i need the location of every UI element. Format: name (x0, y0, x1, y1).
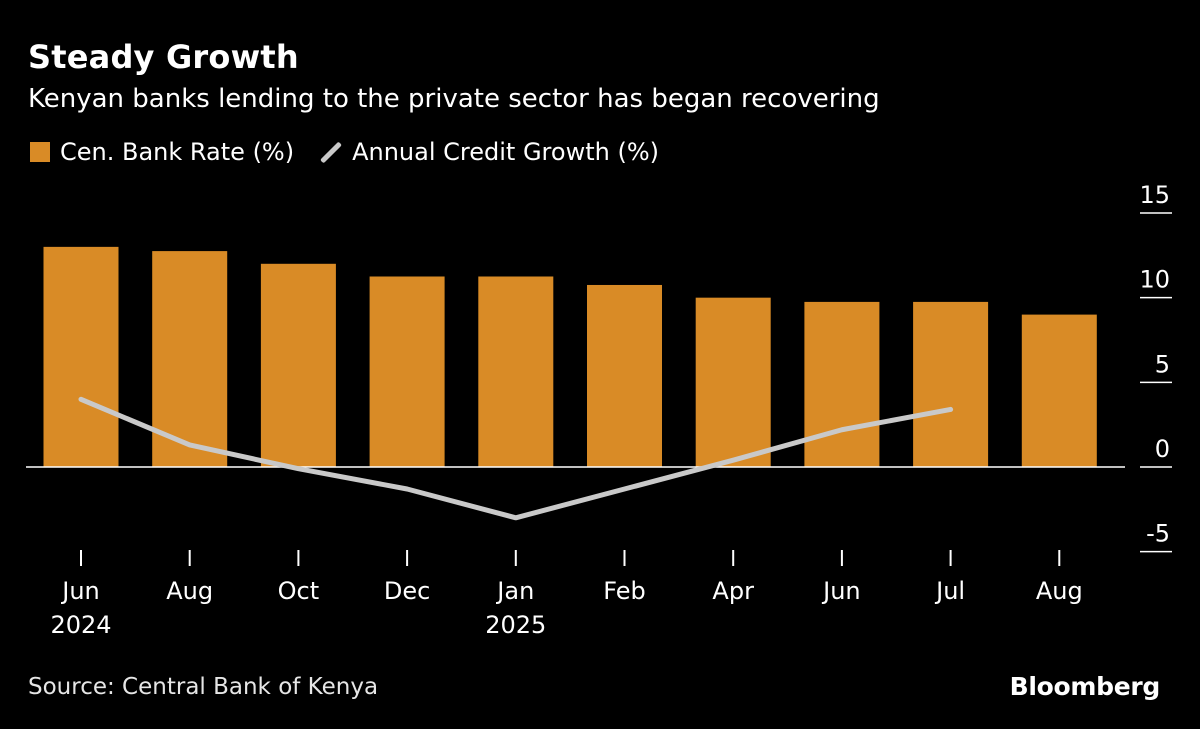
legend-label-bank-rate: Cen. Bank Rate (%) (60, 138, 295, 166)
x-tick-sublabel: 2024 (50, 611, 111, 639)
bar-bank-rate (587, 284, 662, 467)
x-tick-label: Aug (1036, 577, 1083, 605)
bar-bank-rate (369, 276, 445, 467)
chart-subtitle: Kenyan banks lending to the private sect… (28, 84, 880, 114)
x-tick-label: Oct (278, 577, 320, 605)
y-tick-label: -5 (1146, 520, 1170, 548)
chart-title: Steady Growth (28, 38, 299, 76)
legend: Cen. Bank Rate (%) Annual Credit Growth … (30, 138, 681, 166)
y-tick-label: 0 (1155, 435, 1170, 463)
legend-label-credit-growth: Annual Credit Growth (%) (352, 138, 659, 166)
x-tick-label: Jul (934, 577, 965, 605)
y-tick-label: 10 (1139, 266, 1170, 294)
x-tick-sublabel: 2025 (485, 611, 546, 639)
legend-item-bank-rate: Cen. Bank Rate (%) (30, 138, 294, 166)
bar-bank-rate (804, 301, 880, 467)
legend-swatch-bar (30, 142, 50, 162)
x-tick-label: Jun (821, 577, 861, 605)
legend-item-credit-growth: Annual Credit Growth (%) (316, 138, 659, 166)
x-tick-label: Jan (495, 577, 534, 605)
bar-bank-rate (43, 246, 119, 467)
y-tick-label: 5 (1155, 350, 1170, 378)
bar-bank-rate (152, 251, 228, 467)
x-tick-label: Apr (712, 577, 754, 605)
x-tick-label: Dec (384, 577, 430, 605)
bar-bank-rate (260, 263, 336, 467)
y-tick-label: 15 (1139, 181, 1170, 209)
bar-bank-rate (1021, 314, 1097, 467)
bar-bank-rate (478, 276, 554, 467)
bloomberg-logo: Bloomberg (1009, 672, 1161, 701)
x-tick-label: Feb (603, 577, 646, 605)
x-tick-label: Aug (166, 577, 213, 605)
source-note: Source: Central Bank of Kenya (28, 674, 379, 700)
bar-bank-rate (913, 301, 989, 467)
bar-bank-rate (695, 297, 771, 467)
x-tick-label: Jun (60, 577, 100, 605)
